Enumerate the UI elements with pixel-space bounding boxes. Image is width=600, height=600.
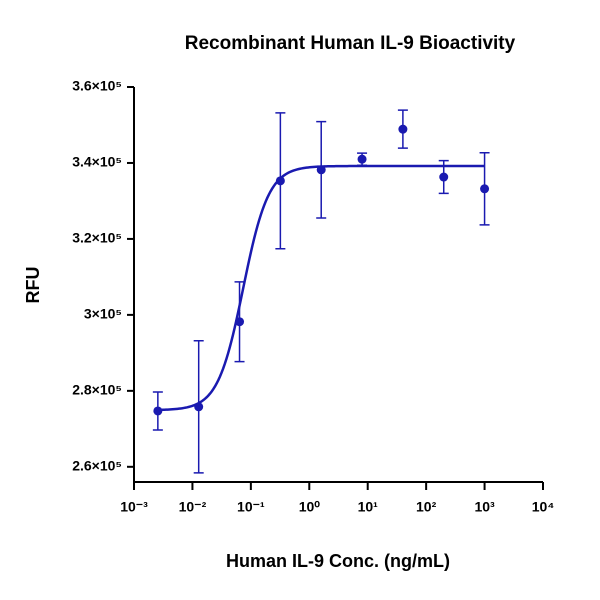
data-point [357,154,367,164]
data-point [235,317,245,327]
data-point [275,176,285,186]
data-point [153,406,163,416]
y-tick-label: 3×10⁵ [84,306,122,322]
x-tick-label: 10⁻² [179,499,207,515]
x-tick-label: 10² [416,499,437,515]
data-point [480,184,490,194]
x-axis-label: Human IL-9 Conc. (ng/mL) [226,551,450,571]
x-tick-label: 10⁰ [299,499,321,515]
data-point [398,124,408,134]
y-tick-label: 3.6×10⁵ [72,78,122,94]
x-tick-label: 10³ [474,499,495,515]
chart-title: Recombinant Human IL-9 Bioactivity [185,33,516,54]
y-tick-label: 3.2×10⁵ [72,230,122,246]
x-tick-label: 10⁻³ [120,499,148,515]
y-tick-label: 2.6×10⁵ [72,458,122,474]
x-tick-label: 10⁻¹ [237,499,265,515]
data-point [194,402,204,412]
data-point [439,172,449,182]
data-point [316,165,326,175]
y-tick-label: 3.4×10⁵ [72,154,122,170]
y-axis-label: RFU [23,267,43,304]
x-tick-label: 10¹ [358,499,379,515]
y-tick-label: 2.8×10⁵ [72,382,122,398]
x-tick-label: 10⁴ [532,499,555,515]
